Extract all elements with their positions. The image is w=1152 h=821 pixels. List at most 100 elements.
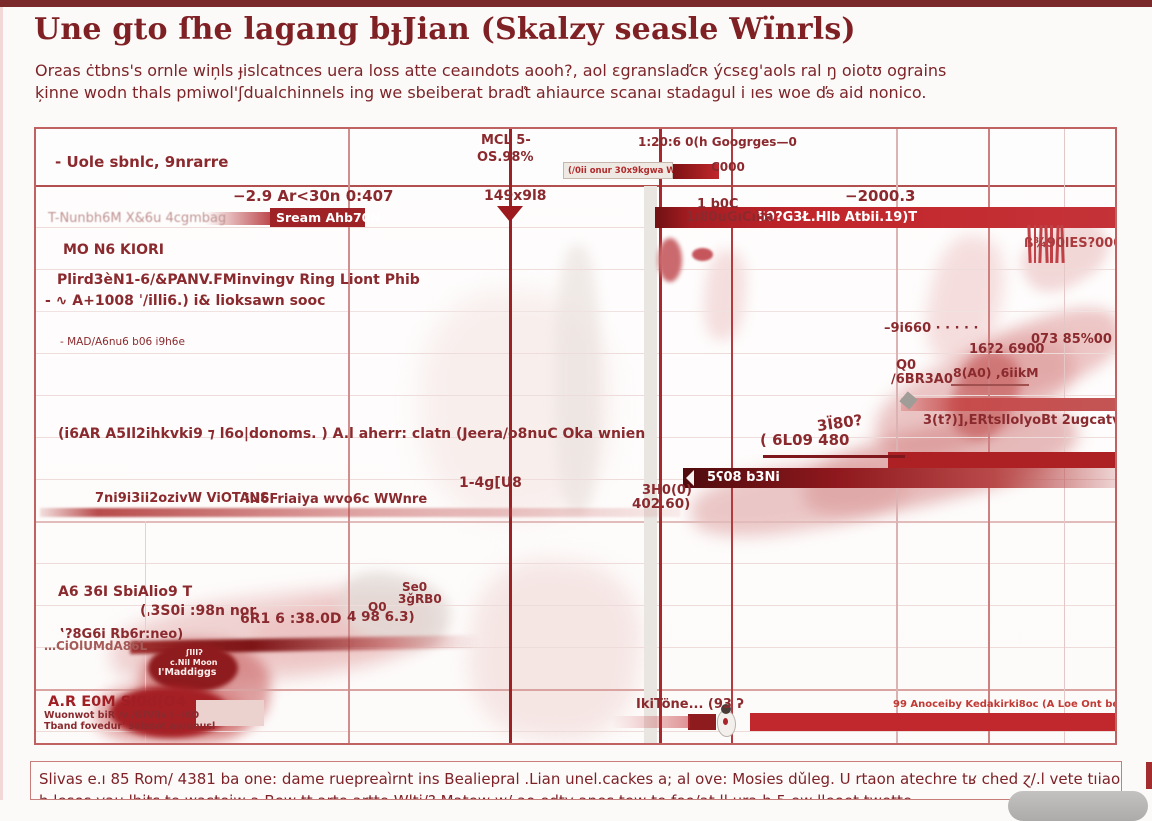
underline-6l09 [763, 455, 905, 458]
right-bar-a [901, 398, 1115, 411]
value-3s0i: (ˌ3S0i :98n nor [140, 603, 257, 619]
value-39rb0: 3ǧRB0 [398, 592, 442, 606]
gridline-h [36, 521, 1115, 523]
row-label-3: MO N6 KIORI [63, 242, 164, 258]
figurine-dot [723, 718, 728, 725]
row-label-11: ‛?8G6i Rb6r:neo) [60, 627, 184, 642]
main-timeline-bar: 59?G3Ł.Hlb Atbii.19)T [655, 207, 1115, 228]
right-bar-b [888, 452, 1115, 468]
cluster-blob [148, 644, 238, 692]
badge-fade [205, 212, 271, 225]
right-edge-strip [1146, 762, 1152, 789]
value-arc30n: −2.9 Ar<30n 0:407 [233, 187, 394, 205]
value-90les: ß¾90lES?000 [1024, 236, 1117, 251]
row-label-6: - MAD/A6nu6 b06 i9h6e [60, 336, 185, 348]
gridline-h [36, 731, 1115, 732]
value-14g: 1-4ɡ[U8 [459, 475, 522, 491]
cluster-text-3: I'Maddiggs [158, 667, 217, 678]
row-label-7: (i6AR A5Il2ihkvki9 ⁊ l6o|donoms. ) A.l a… [58, 426, 646, 442]
value-q0-bottom: Q0 [368, 600, 387, 614]
gridline-v [731, 129, 733, 743]
value-498: 4 98 6.3) [347, 609, 415, 625]
decor-smear [555, 245, 600, 515]
row-sublabel-13b: Tband fovedur' solssot au/unusl [44, 721, 216, 732]
left-faded-bar [40, 508, 680, 517]
bar-pointer [686, 470, 694, 486]
value-6r1: 6R1 6 :38.0D [240, 611, 342, 627]
tick-os98: OS.98% [477, 150, 534, 165]
footer-button[interactable] [1008, 791, 1148, 821]
gridline-h [36, 227, 1115, 228]
value-1672: 16?2 6900 [969, 342, 1045, 357]
figurine-head [721, 704, 731, 714]
hatch-strokes [1050, 225, 1053, 263]
gridline-h [36, 353, 1115, 354]
bottom-right-bar [750, 713, 1115, 731]
cluster-text-1: ʃIIIʔ [186, 648, 203, 657]
gridline-h [36, 185, 1115, 187]
value-073: 073 85%00 [1031, 332, 1112, 347]
row-label-5: - ∿ A+1008 ˈ/illi6.) i& lioksawn sooc [45, 293, 326, 309]
gridline-v [1064, 129, 1065, 743]
underline-8a0 [951, 384, 1029, 386]
gridline-h [36, 269, 1115, 270]
row-label-8: 7ni9i3ii2ozivW ViOTAUS [95, 491, 270, 506]
gridline-h [36, 563, 1115, 564]
decor-smear [701, 248, 749, 342]
gridline-v [988, 129, 990, 743]
row-label-10: A6 36I SbiAlio9 T [58, 584, 193, 600]
timeline-chart: Sream Ahb70N (/0ii onur 30x9kgwa W7Nl9 59?… [34, 127, 1117, 745]
mini-labelbox: (/0ii onur 30x9kgwa W7Nl9 [563, 162, 698, 179]
bottom-stub-fade [612, 716, 690, 728]
hatch-strokes [1033, 225, 1036, 263]
value-q0-top: Q0 [896, 358, 917, 373]
gridline-h [36, 479, 1115, 480]
gridline-v [348, 129, 350, 743]
row-label-13: A.R E0M SI0d(O4 [48, 694, 187, 710]
row-label-12: …CiOlUMdA86L [44, 639, 148, 653]
footer-panel: Slivas e.ı 85 Rom/ 4381 ba one: dame rue… [30, 761, 1122, 800]
figurine-icon [714, 702, 738, 737]
row-label-2: T-Nunbh6M X&6u 4cgmbag [48, 211, 227, 226]
tick-googrges: 1:20:6 0(h Googrges—0 [638, 135, 797, 149]
gridline-v [509, 129, 512, 743]
dark-gradient-bar-label: 5ʕ08 b3Ni [707, 470, 780, 485]
page-title: Une gto ſhe lagang bɟJian (Skalzy seasle… [34, 12, 856, 47]
milestone-badge: Sream Ahb70N [270, 208, 381, 227]
left-edge-strip [0, 7, 3, 800]
bottom-left-lightbox [196, 700, 264, 726]
page-subtitle-line2: ķinne wodn thals pmiwol'ʃdualchinnels in… [35, 83, 927, 102]
row-label-1: - Uole sbnlc, 9nrarre [55, 153, 229, 171]
note-anoceiby: 99 Anoceiby Kedakirki8oc (A Loe Ont beit… [893, 699, 1117, 710]
page-subtitle-line1: Orƨas ċtbns's ornle wiņls ɟislcatnces ue… [35, 61, 947, 80]
gridline-h [36, 647, 1115, 648]
value-2000: −2000.3 [845, 187, 916, 205]
gridline-h [36, 605, 1115, 606]
value-se0: Se0 [402, 580, 428, 594]
row-label-9: iN6Friaiya wvo6c WWnre [245, 492, 428, 507]
main-timeline-bar-label: 59?G3Ł.Hlb Atbii.19)T [757, 210, 918, 225]
value-1180: 1ı80uGıCıìla [686, 210, 774, 225]
gridline-v [644, 186, 657, 743]
value-ertsl: 3(t?)],ERtsllolyoBt 2ugcatvong [923, 413, 1115, 428]
gridline-h [36, 311, 1115, 312]
footer-line2: b lesos vau lhits te wasteiw a Bew tt ar… [39, 792, 912, 799]
value-40260: 402.60) [632, 496, 691, 512]
value-149: 149x9l8 [484, 188, 547, 204]
cluster-text-2: c.Nil Moon [170, 658, 218, 667]
bottom-stub-bar [688, 714, 716, 730]
tick-c000: C000 [711, 160, 745, 174]
drip-blob [658, 238, 682, 282]
dark-gradient-bar: 5ʕ08 b3Ni [683, 468, 1115, 488]
gridline-v [145, 521, 146, 743]
row-label-4: Plird3èN1-6/&PANV.FMinvingv Ring Liont P… [57, 272, 420, 288]
leader-9i660: –9i660 · · · · · [884, 321, 979, 336]
gridline-h [36, 689, 1115, 691]
milestone-marker [497, 206, 523, 222]
gridline-h [36, 395, 1115, 396]
mini-bar [673, 164, 719, 179]
gridline-v [896, 129, 898, 743]
milestone-badge-label: Sream Ahb70N [276, 210, 381, 225]
mini-labelbox-label: (/0ii onur 30x9kgwa W7Nl9 [568, 166, 698, 176]
